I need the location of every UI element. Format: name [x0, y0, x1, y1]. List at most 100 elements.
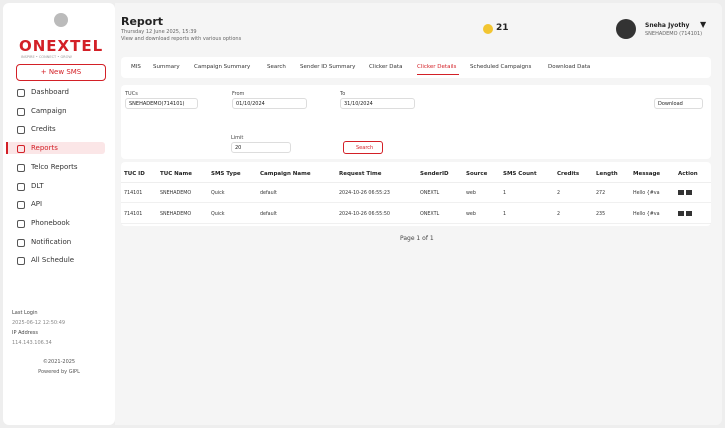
menu-item[interactable]: Phonebook [31, 218, 70, 227]
date: Thursday 12 June 2025, 15:39 [121, 29, 197, 35]
download-button[interactable]: Download [654, 98, 703, 109]
coin-icon [483, 24, 493, 34]
column-header: Credits [557, 171, 580, 177]
header-divider [121, 182, 711, 183]
column-header: Request Time [339, 171, 382, 177]
logo: ONEXTEL [19, 37, 104, 55]
cell: ONEXTL [420, 212, 440, 217]
menu-item[interactable]: Credits [31, 125, 56, 134]
limit-select[interactable]: 20 [231, 142, 291, 153]
menu-item[interactable]: Notification [31, 237, 72, 246]
filter-card: TUCs SNEHADEMO(714101) From 01/10/2024 T… [121, 85, 711, 159]
menu-icon [17, 182, 25, 191]
cell: 2 [557, 191, 561, 196]
cell: web [466, 212, 476, 217]
cell: 2024-10-26 06:55:50 [339, 212, 390, 217]
action-icons[interactable] [678, 211, 684, 216]
column-header: Length [596, 171, 618, 177]
column-header: Message [633, 171, 661, 177]
to-input[interactable]: 31/10/2024 [340, 98, 415, 109]
column-header: TUC ID [124, 171, 145, 177]
row-divider [121, 202, 711, 203]
main: Report Thursday 12 June 2025, 15:39 View… [115, 3, 722, 425]
cell: default [260, 212, 277, 217]
action-icons[interactable] [678, 190, 684, 195]
tucs-input[interactable]: SNEHADEMO(714101) [125, 98, 198, 109]
tab[interactable]: Campaign Summary [194, 64, 251, 70]
cell: 714101 [124, 212, 143, 217]
cell: 2 [557, 212, 561, 217]
copyright: ©2021-2025 [42, 359, 76, 365]
cell: 1 [503, 191, 507, 196]
footer-text: Last Login [12, 310, 38, 316]
cell: Quick [211, 191, 225, 196]
cell: 1 [503, 212, 507, 217]
coins: 21 [496, 23, 509, 33]
menu-item[interactable]: All Schedule [31, 256, 75, 265]
menu-item[interactable]: API [31, 200, 43, 209]
menu-icon [17, 238, 25, 247]
cell: SNEHADEMO [160, 212, 192, 217]
tab[interactable]: Search [267, 64, 286, 70]
menu-icon [17, 257, 25, 266]
sidebar: ONEXTEL INSPIRE • CONNECT • GROW + New S… [3, 3, 115, 425]
menu-item[interactable]: DLT [31, 181, 44, 190]
cell: Hello {#va [633, 212, 660, 217]
powered: Powered by GIPL [38, 369, 80, 375]
from-label: From [232, 91, 245, 97]
menu-icon [17, 163, 25, 172]
search-button[interactable]: Search [343, 141, 383, 154]
menu-icon [17, 145, 25, 154]
column-header: SMS Count [503, 171, 537, 177]
cell: SNEHADEMO [160, 191, 192, 196]
subtitle: View and download reports with various o… [121, 36, 242, 42]
tab[interactable]: Clicker Details [417, 64, 457, 70]
column-header: Source [466, 171, 488, 177]
tab[interactable]: Summary [153, 64, 180, 70]
active-bar [6, 142, 8, 155]
cell: 714101 [124, 191, 143, 196]
tagline: INSPIRE • CONNECT • GROW [21, 55, 72, 59]
column-header: SenderID [420, 171, 449, 177]
table-card: TUC ID TUC Name SMS Type Campaign Name Reque… [121, 162, 711, 226]
cell: web [466, 191, 476, 196]
user-dropdown[interactable]: ▼ [700, 20, 707, 29]
menu-item[interactable]: Telco Reports [31, 162, 78, 171]
column-header: Campaign Name [260, 171, 311, 177]
tab[interactable]: Clicker Data [369, 64, 403, 70]
tab[interactable]: Scheduled Campaigns [470, 64, 532, 70]
column-header: Action [678, 171, 698, 177]
column-header: TUC Name [160, 171, 192, 177]
cell: 2024-10-26 06:55:23 [339, 191, 390, 196]
menu-icon [17, 126, 25, 135]
tab[interactable]: Download Data [548, 64, 591, 70]
menu-item[interactable]: Campaign [31, 106, 67, 115]
cell: 272 [596, 191, 606, 196]
avatar[interactable] [616, 19, 636, 39]
user-name: Sneha Jyothy [645, 22, 690, 29]
menu-icon [17, 201, 25, 210]
cell: Quick [211, 212, 225, 217]
menu-icon [17, 219, 25, 228]
collapse-button[interactable] [54, 13, 68, 27]
to-label: To [340, 91, 346, 97]
active-bg [6, 142, 105, 155]
cell: default [260, 191, 277, 196]
footer-text: 2025-06-12 12:50:49 [12, 320, 66, 326]
user-id: SNEHADEMO (714101) [645, 31, 703, 37]
row-divider [121, 223, 711, 224]
cell: 235 [596, 212, 606, 217]
menu-icon [17, 89, 25, 97]
cell: Hello {#va [633, 191, 660, 196]
menu-item[interactable]: Dashboard [31, 88, 69, 96]
tab[interactable]: Sender ID Summary [300, 64, 356, 70]
menu-item[interactable]: Reports [31, 144, 58, 153]
from-input[interactable]: 01/10/2024 [232, 98, 307, 109]
column-header: SMS Type [211, 171, 241, 177]
page-title: Report [121, 15, 164, 28]
footer-text: 114.143.106.34 [12, 340, 52, 346]
tab-underline [417, 74, 459, 75]
new-sms-button[interactable]: + New SMS [16, 64, 106, 81]
tab[interactable]: MIS [131, 64, 141, 70]
